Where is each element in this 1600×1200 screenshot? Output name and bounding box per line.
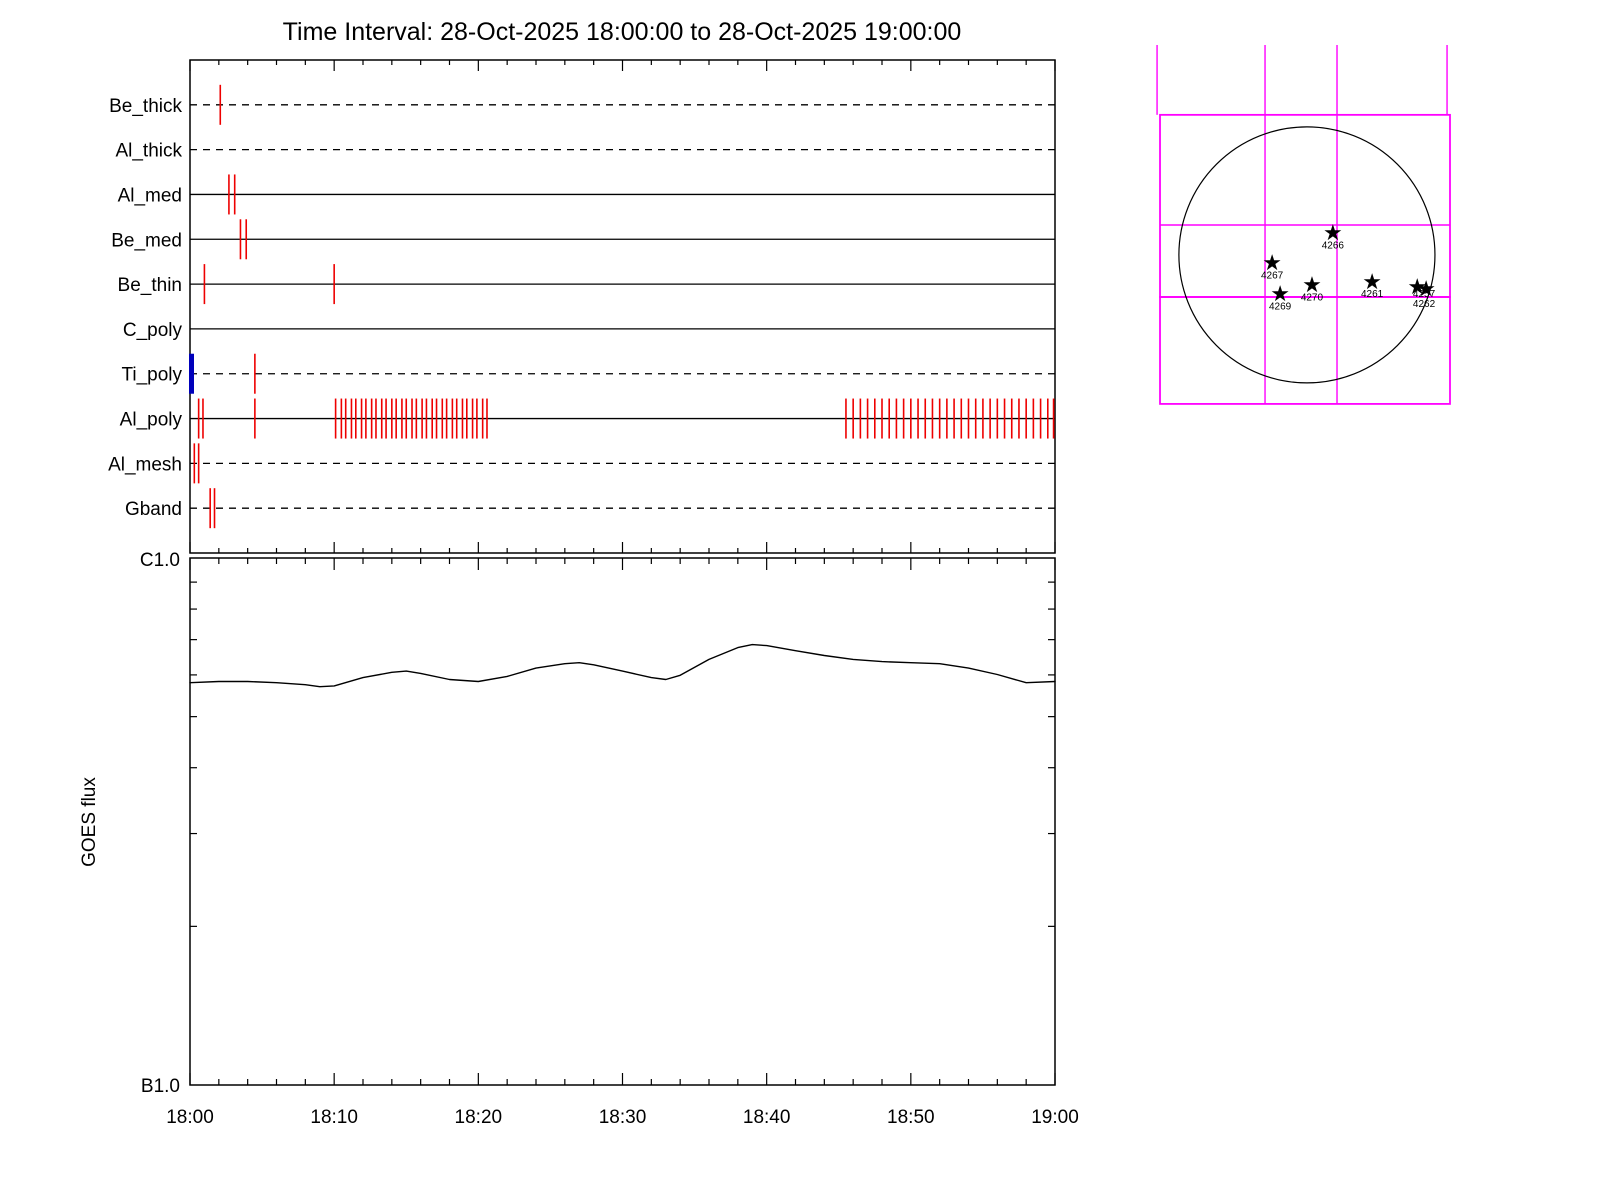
solar-map: ★4266★4267★4269★4270★4261 ★4257★4262 xyxy=(1156,45,1451,405)
active-region-4266: ★4266 xyxy=(1322,220,1345,252)
channel-label: Be_med xyxy=(111,230,182,251)
channel-label: Al_poly xyxy=(120,410,183,431)
timeline-panel: Be_thick Al_thick Al_med Be_med Be_thin C_pol… xyxy=(108,59,1056,554)
x-tick-label: 18:10 xyxy=(310,1107,358,1128)
channel-row-al_thick: Al_thick xyxy=(115,141,1055,162)
fov-rect xyxy=(1159,296,1451,405)
channel-label: Be_thin xyxy=(118,275,182,296)
goes-frame xyxy=(189,557,1056,1086)
active-region-4262: ★4262 xyxy=(1413,276,1436,310)
channel-label: Al_thick xyxy=(115,141,182,162)
y-axis-top-label: C1.0 xyxy=(140,550,180,571)
channel-row-be_med: Be_med xyxy=(111,219,1055,260)
active-region-label: 4267 xyxy=(1261,270,1284,281)
active-region-label: 4269 xyxy=(1269,302,1292,313)
x-tick-label: 18:30 xyxy=(599,1107,647,1128)
channel-row-be_thick: Be_thick xyxy=(109,84,1055,125)
active-region-star-icon: ★ xyxy=(1362,269,1382,294)
goes-panel: 18:00 18:10 18:20 18:30 18:40 18:50 19:00 C1.0 B… xyxy=(140,550,1079,1128)
active-region-4261: ★4261 xyxy=(1361,269,1384,300)
active-region-star-icon: ★ xyxy=(1270,281,1290,306)
channel-label: C_poly xyxy=(123,320,183,341)
channel-row-ti_poly: Ti_poly xyxy=(121,353,1055,394)
channel-label: Gband xyxy=(125,499,182,520)
active-region-star-icon: ★ xyxy=(1302,272,1322,297)
active-region-label: 4266 xyxy=(1322,240,1345,251)
active-region-label: 4270 xyxy=(1301,293,1324,304)
fov-rect xyxy=(1159,113,1451,298)
x-tick-label: 18:20 xyxy=(455,1107,503,1128)
channel-row-gband: Gband xyxy=(125,488,1055,529)
active-region-label: 4262 xyxy=(1413,299,1436,310)
solar-limb-circle xyxy=(1178,126,1436,384)
x-tick-label: 19:00 xyxy=(1031,1107,1079,1128)
y-axis-bottom-label: B1.0 xyxy=(141,1076,180,1097)
channel-row-al_mesh: Al_mesh xyxy=(108,443,1055,484)
active-region-4257: ★4257 xyxy=(1407,274,1435,300)
active-region-star-icon: ★ xyxy=(1416,276,1436,301)
channel-label: Al_mesh xyxy=(108,454,182,475)
channel-row-be_thin: Be_thin xyxy=(118,264,1055,305)
channel-row-c_poly: C_poly xyxy=(123,320,1055,341)
blue-start-marker xyxy=(189,353,194,394)
goes-flux-axis-label: GOES flux xyxy=(79,777,100,867)
active-region-star-icon: ★ xyxy=(1262,250,1282,275)
plot-title: Time Interval: 28-Oct-2025 18:00:00 to 2… xyxy=(283,18,962,46)
active-region-label: 4261 xyxy=(1361,289,1384,300)
goes-flux-curve xyxy=(189,643,1056,688)
x-tick-label: 18:00 xyxy=(166,1107,214,1128)
x-tick-label: 18:50 xyxy=(887,1107,935,1128)
active-region-star-icon: ★ xyxy=(1407,274,1427,299)
channel-row-al_poly: Al_poly xyxy=(120,398,1055,439)
timeline-frame xyxy=(189,59,1056,554)
active-region-4269: ★4269 xyxy=(1269,281,1292,313)
x-tick-label: 18:40 xyxy=(743,1107,791,1128)
channel-label: Be_thick xyxy=(109,96,182,117)
channel-label: Ti_poly xyxy=(121,365,182,386)
channel-label: Al_med xyxy=(118,185,182,206)
active-region-4270: ★4270 xyxy=(1301,272,1324,304)
active-region-star-icon: ★ xyxy=(1323,220,1343,245)
active-region-label: 4257 xyxy=(1413,289,1436,300)
channel-row-al_med: Al_med xyxy=(118,174,1055,215)
active-region-4267: ★4267 xyxy=(1261,250,1284,281)
